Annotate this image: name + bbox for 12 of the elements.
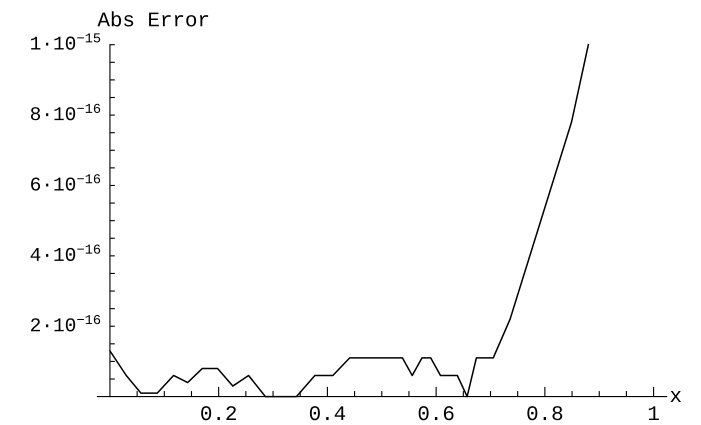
x-tick-label: 1 [648,406,659,420]
y-tick-label: 1·10$^{−15}$ [31,33,100,50]
y-tick-label: 6·10$^{−16}$ [31,174,100,191]
y-axis-title: Abs Error [97,11,208,27]
x-tick-label: 0.8 [527,406,562,420]
y-tick-label: 2·10$^{−16}$ [31,314,100,332]
x-axis-title: x [670,390,682,402]
x-tick-label: 0.2 [201,406,236,420]
x-tick-label: 0.4 [310,406,346,420]
y-tick-label: 4·10$^{−16}$ [30,244,100,262]
x-tick-label: 0.6 [418,406,454,420]
y-tick-label: 8·10$^{−16}$ [30,104,100,120]
